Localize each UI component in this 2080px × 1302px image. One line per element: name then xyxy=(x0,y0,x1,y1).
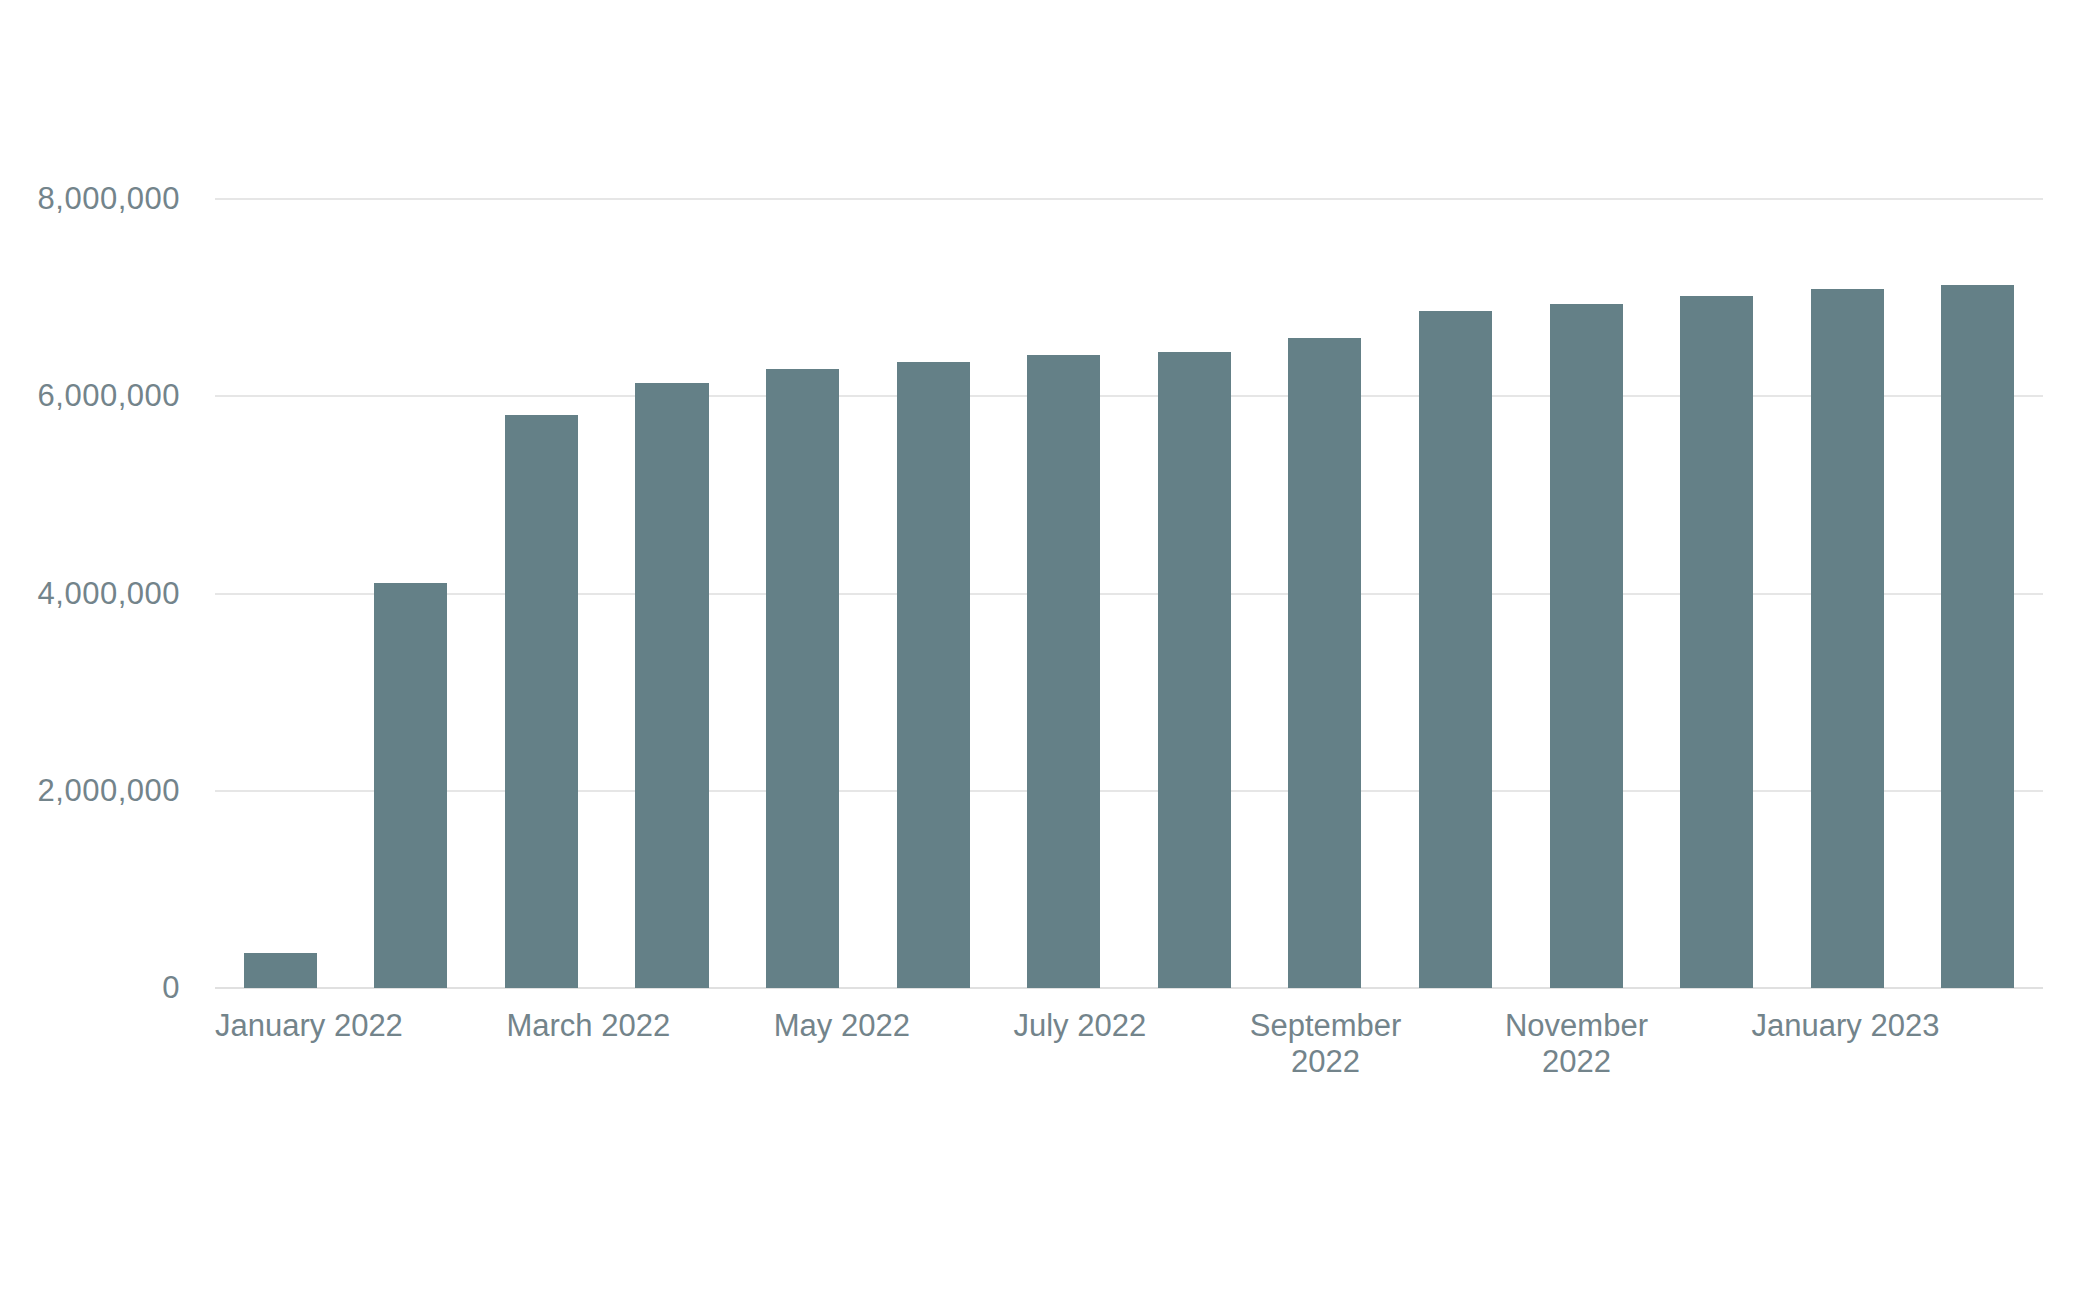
x-tick-label: January 2023 xyxy=(1752,1008,1940,1044)
y-tick-label: 6,000,000 xyxy=(38,378,180,414)
bar-series xyxy=(215,199,2043,988)
bar xyxy=(505,415,578,988)
x-axis-labels: January 2022 March 2022 May 2022 July 2022 S… xyxy=(215,1008,2043,1080)
x-tick-label: November xyxy=(1505,1008,1648,1044)
bar xyxy=(1680,296,1753,988)
y-axis-labels: 02,000,0004,000,0006,000,0008,000,000 xyxy=(0,199,188,988)
x-tick-band: January 2023 xyxy=(1752,1008,1940,1080)
y-tick-label: 0 xyxy=(162,970,180,1006)
bar-band xyxy=(737,199,868,988)
x-tick-band: May 2022 xyxy=(774,1008,910,1080)
bar xyxy=(766,369,839,988)
bar xyxy=(1158,352,1231,988)
x-tick-label: May 2022 xyxy=(774,1008,910,1044)
bar xyxy=(374,583,447,988)
bar-band xyxy=(1913,199,2044,988)
bar-band xyxy=(1651,199,1782,988)
x-tick-band xyxy=(670,1008,774,1080)
bar xyxy=(1550,304,1623,988)
bar-band xyxy=(1390,199,1521,988)
x-tick-label: 2022 xyxy=(1291,1044,1360,1080)
x-tick-band xyxy=(1939,1008,2043,1080)
bar-chart-page: 0 2,000,000 4,000,000 6,000,000 8,000,000 Ja… xyxy=(0,0,2080,1302)
x-tick-band xyxy=(1146,1008,1250,1080)
bar-band xyxy=(868,199,999,988)
x-tick-band xyxy=(403,1008,507,1080)
x-tick-label: July 2022 xyxy=(1013,1008,1146,1044)
bar xyxy=(635,383,708,988)
bar xyxy=(1027,355,1100,988)
x-tick-band: November2022 xyxy=(1505,1008,1648,1080)
y-tick-label: 2,000,000 xyxy=(38,773,180,809)
bar-band xyxy=(1782,199,1913,988)
bar-band xyxy=(607,199,738,988)
x-tick-band: September2022 xyxy=(1250,1008,1402,1080)
bar xyxy=(1419,311,1492,988)
x-tick-band xyxy=(1648,1008,1752,1080)
bar xyxy=(1811,289,1884,988)
bar-band xyxy=(1521,199,1652,988)
x-tick-band xyxy=(910,1008,1014,1080)
x-tick-label: March 2022 xyxy=(506,1008,670,1044)
x-tick-band: January 2022 xyxy=(215,1008,403,1080)
x-tick-label: January 2022 xyxy=(215,1008,403,1044)
x-tick-band: March 2022 xyxy=(506,1008,670,1080)
x-tick-label: 2022 xyxy=(1542,1044,1611,1080)
x-tick-band xyxy=(1401,1008,1505,1080)
x-tick-band: July 2022 xyxy=(1013,1008,1146,1080)
y-tick-label: 4,000,000 xyxy=(38,576,180,612)
bar xyxy=(244,953,317,989)
bar-band xyxy=(998,199,1129,988)
y-tick-label: 8,000,000 xyxy=(38,181,180,217)
bar-band xyxy=(1260,199,1391,988)
plot-area xyxy=(215,199,2043,988)
bar-band xyxy=(476,199,607,988)
bar xyxy=(897,362,970,988)
bar-band xyxy=(346,199,477,988)
bar xyxy=(1288,338,1361,988)
bar-band xyxy=(1129,199,1260,988)
bar xyxy=(1941,285,2014,988)
x-tick-label: September xyxy=(1250,1008,1402,1044)
bar-band xyxy=(215,199,346,988)
